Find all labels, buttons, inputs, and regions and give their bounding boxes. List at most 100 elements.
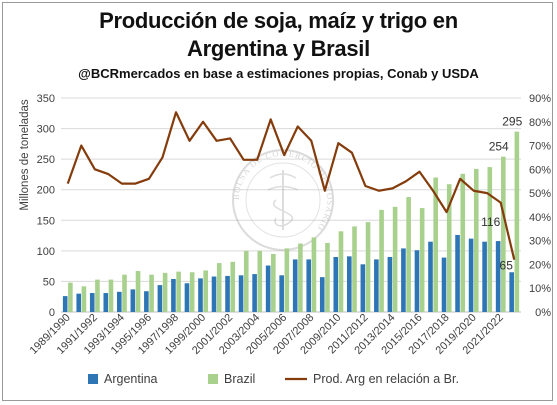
bar-brazil <box>257 250 263 312</box>
y2-tick-label: 40% <box>529 212 551 224</box>
bar-argentina <box>252 274 257 312</box>
bar-argentina <box>374 259 379 312</box>
y2-tick-label: 30% <box>529 236 551 248</box>
y2-tick-label: 0% <box>535 307 551 319</box>
bar-argentina <box>279 275 284 312</box>
bar-brazil <box>311 237 317 312</box>
bar-brazil <box>135 271 141 312</box>
y2-tick-label: 80% <box>529 117 551 129</box>
bar-argentina <box>509 272 514 312</box>
data-label: 116 <box>481 215 500 229</box>
data-label: 65 <box>500 258 514 272</box>
y2-tick-label: 70% <box>529 141 551 153</box>
bar-brazil <box>149 274 154 312</box>
bar-brazil <box>325 242 330 312</box>
y2-tick-label: 20% <box>529 259 551 271</box>
y-axis-label: Millones de toneladas <box>19 99 31 210</box>
bar-brazil <box>176 271 181 312</box>
bar-argentina <box>360 264 366 312</box>
y2-tick-label: 90% <box>529 93 551 105</box>
bar-brazil <box>68 282 73 312</box>
y-tick-label: 250 <box>37 154 55 166</box>
bar-argentina <box>428 241 433 312</box>
data-label: 254 <box>489 140 509 154</box>
y2-tick-label: 10% <box>529 283 551 295</box>
series-ratio-line <box>66 111 516 260</box>
legend-label: Argentina <box>104 372 158 386</box>
bar-argentina <box>347 256 352 312</box>
bar-argentina <box>495 241 501 312</box>
bar-argentina <box>441 257 447 312</box>
y-axis-ticks: 0 50 100 150 200 250 300 350 <box>37 93 55 319</box>
bar-argentina <box>198 278 203 312</box>
legend-label: Brazil <box>224 372 255 386</box>
rosario-seal-watermark: BOLSA DE COMERCIO DE ROSARIO <box>231 148 334 251</box>
bar-brazil <box>271 253 276 312</box>
bar-argentina <box>292 259 298 312</box>
bar-argentina <box>401 248 406 312</box>
bar-argentina <box>62 296 68 312</box>
bar-argentina <box>103 293 109 312</box>
bar-brazil <box>203 270 208 312</box>
bar-brazil <box>122 274 127 312</box>
bar-argentina <box>333 256 339 312</box>
bar-brazil <box>95 279 100 312</box>
series-brazil-bars <box>68 131 520 312</box>
y-tick-label: 300 <box>37 124 55 136</box>
x-axis-ticks: 1989/19901991/19921993/19941995/19961997… <box>28 312 506 357</box>
bar-brazil <box>446 184 452 312</box>
legend-swatch <box>88 374 98 384</box>
bar-brazil <box>243 250 249 312</box>
bar-brazil <box>487 167 493 312</box>
bar-argentina <box>468 238 474 312</box>
y-tick-label: 350 <box>37 93 55 105</box>
bar-argentina <box>144 291 149 312</box>
bar-brazil <box>365 222 371 312</box>
bar-brazil <box>189 272 195 312</box>
bar-brazil <box>216 263 222 312</box>
legend-swatch <box>208 374 218 384</box>
bar-brazil <box>81 286 87 312</box>
ratio-line <box>66 111 516 260</box>
y-tick-label: 200 <box>37 185 55 197</box>
y-tick-label: 0 <box>49 307 55 319</box>
bar-brazil <box>352 226 357 312</box>
y2-axis-ticks: 0% 10% 20% 30% 40% 50% 60% 70% 80% 90% <box>529 93 551 319</box>
gridlines <box>61 97 521 313</box>
bar-brazil <box>108 279 114 312</box>
bar-brazil <box>338 231 344 312</box>
chart-title-line-1: Producción de soja, maíz y trigo en <box>99 8 458 33</box>
bar-argentina <box>482 241 487 312</box>
bar-argentina <box>130 289 136 312</box>
bar-brazil <box>501 156 506 312</box>
chart-title-line-2: Argentina y Brasil <box>187 36 370 61</box>
bar-brazil <box>460 173 466 312</box>
bar-argentina <box>211 276 217 312</box>
bar-brazil <box>162 272 168 312</box>
bar-argentina <box>225 275 230 312</box>
data-labels: 254 295 116 65 <box>481 115 522 273</box>
bar-argentina <box>387 256 393 312</box>
bar-argentina <box>171 278 176 312</box>
chart-subtitle: @BCRmercados en base a estimaciones prop… <box>78 66 479 81</box>
bar-brazil <box>419 208 425 312</box>
bar-brazil <box>379 209 384 312</box>
bar-brazil <box>514 131 520 312</box>
bar-argentina <box>414 250 420 312</box>
bar-brazil <box>406 197 411 312</box>
y2-tick-label: 60% <box>529 164 551 176</box>
legend-label: Prod. Arg en relación a Br. <box>313 372 459 386</box>
bar-argentina <box>455 234 460 312</box>
bar-argentina <box>319 277 325 312</box>
bar-argentina <box>306 259 312 312</box>
bar-brazil <box>433 177 438 312</box>
bar-argentina <box>89 293 95 312</box>
y2-tick-label: 50% <box>529 188 551 200</box>
bar-argentina <box>157 285 163 312</box>
bar-argentina <box>238 275 244 312</box>
bar-argentina <box>76 293 82 312</box>
legend: Argentina Brazil Prod. Arg en relación a B… <box>88 372 459 386</box>
bar-brazil <box>473 168 479 312</box>
bar-argentina <box>117 291 122 312</box>
